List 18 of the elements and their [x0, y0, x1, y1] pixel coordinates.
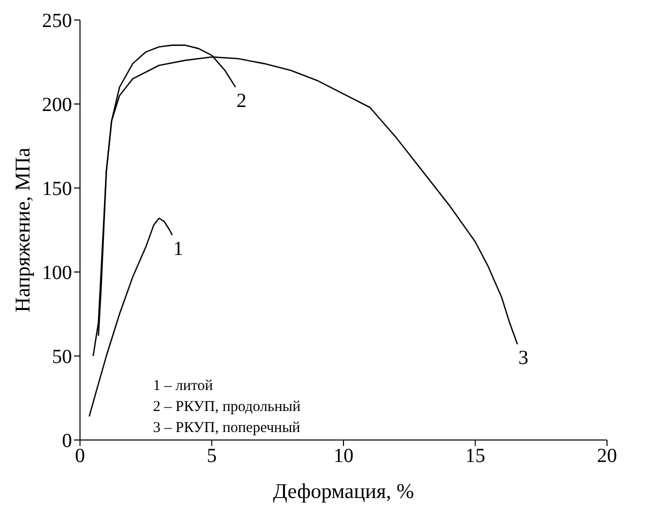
- x-tick-label: 20: [597, 445, 617, 468]
- y-tick-label: 100: [42, 262, 72, 284]
- y-tick-label: 200: [42, 94, 72, 116]
- y-tick-label: 50: [52, 346, 72, 368]
- y-axis-title: Напряжение, МПа: [10, 147, 34, 312]
- annotation: 2 – РКУП, продольный: [153, 398, 300, 417]
- annotation: 2: [236, 90, 246, 112]
- annotation: 3 – РКУП, поперечный: [153, 419, 300, 438]
- x-tick-label: 5: [206, 445, 217, 468]
- x-tick-label: 15: [465, 445, 486, 468]
- annotation: 1 – литой: [153, 377, 214, 396]
- annotation: 3: [518, 347, 528, 370]
- y-tick-label: 150: [42, 178, 72, 200]
- annotation: 1: [173, 238, 184, 260]
- y-tick-label: 250: [42, 10, 72, 32]
- y-tick-label: 0: [62, 430, 72, 452]
- x-axis-title: Деформация, %: [272, 479, 414, 503]
- x-tick-label: 10: [334, 445, 354, 468]
